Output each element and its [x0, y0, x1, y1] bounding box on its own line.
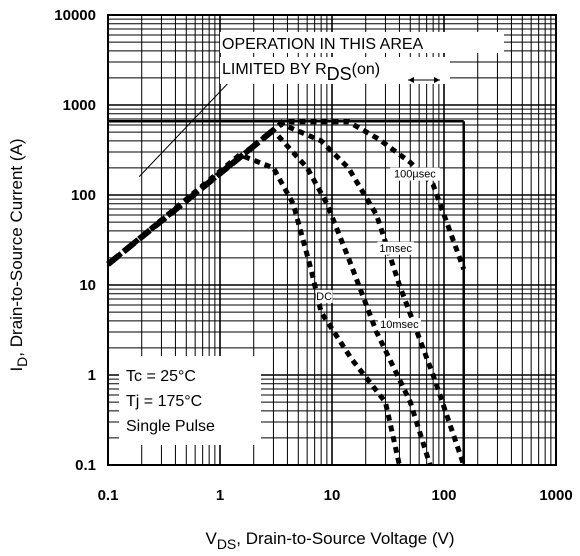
annotation-arrowhead-left [408, 77, 414, 83]
x-axis-title-main: V [205, 529, 217, 548]
series-line-DC [106, 151, 402, 466]
series-label-bg [315, 289, 333, 303]
x-axis-title-sub: DS [217, 536, 236, 552]
y-tick-label: 10000 [54, 7, 96, 24]
rds-on-limit-line [106, 119, 286, 267]
plot-frame [107, 14, 557, 466]
series-label-100µsec: 100µsec [394, 169, 436, 181]
x-axis-title: VDS, Drain-to-Source Voltage (V) [205, 529, 454, 552]
annotation-pointer-line [138, 67, 244, 177]
annotation-line2-sub: DS [327, 64, 352, 84]
series-label-bg [390, 167, 440, 181]
y-tick-label: 0.1 [75, 457, 96, 474]
series-label-bg [377, 318, 421, 332]
y-axis-title-main: I [7, 367, 26, 372]
x-tick-label: 0.1 [98, 487, 119, 504]
condition-pulse-mode: Single Pulse [126, 418, 215, 435]
conditions-box: Tc = 25°C Tj = 175°C Single Pulse [119, 356, 261, 445]
y-tick-label: 1 [88, 367, 96, 384]
y-axis-title-rest: , Drain-to-Source Current (A) [7, 138, 26, 356]
series-label-1msec: 1msec [379, 243, 412, 255]
x-tick-label: 10 [324, 487, 341, 504]
grid [107, 15, 556, 466]
conditions-box-background [119, 356, 261, 445]
series-label-DC: DC [316, 291, 332, 303]
annotation-line2-rest: (on) [352, 61, 380, 78]
condition-junction-temperature: Tj = 175°C [126, 393, 202, 410]
annotation-bg-line1 [220, 32, 504, 53]
annotation-line2-main: LIMITED BY R [222, 61, 327, 78]
annotation-arrowhead-right [434, 77, 440, 83]
x-axis-title-rest: , Drain-to-Source Voltage (V) [236, 529, 454, 548]
x-tick-label: 1 [216, 487, 224, 504]
y-tick-label: 10 [79, 277, 96, 294]
series-layer: 100µsec 1msec DC 10msec [106, 119, 467, 466]
x-tick-label: 100 [431, 487, 456, 504]
series-line-1msec [106, 120, 467, 466]
soa-boundary [108, 119, 465, 465]
y-tick-label: 100 [71, 187, 96, 204]
annotation-line2: LIMITED BY RDS(on) [222, 61, 380, 84]
tick-labels: 0.1 1 10 100 1000 0.1 1 10 100 1000 10000 [54, 7, 572, 504]
series-label-bg [377, 241, 414, 255]
series-label-10msec: 10msec [380, 319, 419, 331]
y-axis-title-sub: D [14, 357, 30, 367]
annotation-line1: OPERATION IN THIS AREA [222, 36, 424, 53]
series-line-10msec [106, 127, 433, 466]
x-tick-label: 1000 [539, 487, 572, 504]
y-axis-title: ID, Drain-to-Source Current (A) [7, 138, 30, 371]
series-line-100µsec [106, 119, 467, 271]
y-tick-label: 1000 [63, 97, 96, 114]
annotation-layer: OPERATION IN THIS AREA LIMITED BY RDS(on) [138, 32, 504, 177]
condition-case-temperature: Tc = 25°C [126, 368, 196, 385]
